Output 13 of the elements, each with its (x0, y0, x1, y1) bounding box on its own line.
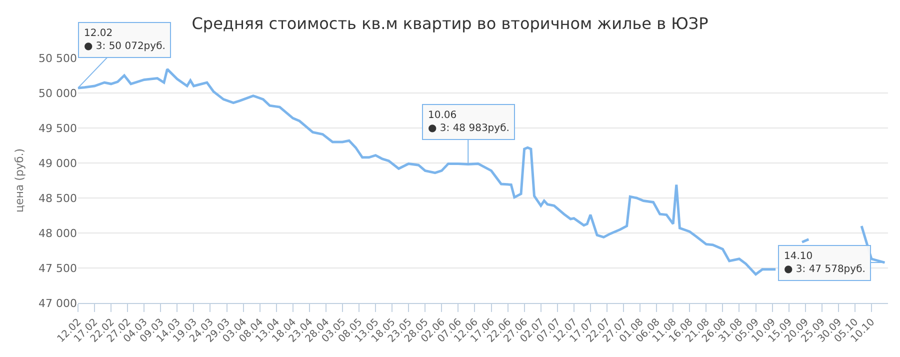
y-tick-label: 49 500 (38, 122, 77, 135)
annotation: 12.02 ● 3: 50 072руб. (84, 28, 166, 52)
y-tick-label: 48 000 (38, 226, 77, 240)
y-tick-label: 47 500 (38, 262, 77, 275)
y-axis-title: цена (руб.) (13, 148, 26, 213)
annotation: 10.06 ● 3: 48 983руб. (428, 110, 510, 134)
annotation: 14.10 ● 3: 47 578руб. (784, 251, 866, 275)
y-tick-label: 49 000 (38, 156, 77, 170)
y-tick-label: 48 500 (38, 192, 77, 205)
chart-title: Средняя стоимость кв.м квартир во вторичном жилье в ЮЗР (192, 14, 709, 34)
y-tick-label: 50 000 (38, 86, 77, 100)
y-tick-label: 50 500 (38, 52, 77, 65)
y-tick-label: 47 000 (38, 296, 77, 310)
